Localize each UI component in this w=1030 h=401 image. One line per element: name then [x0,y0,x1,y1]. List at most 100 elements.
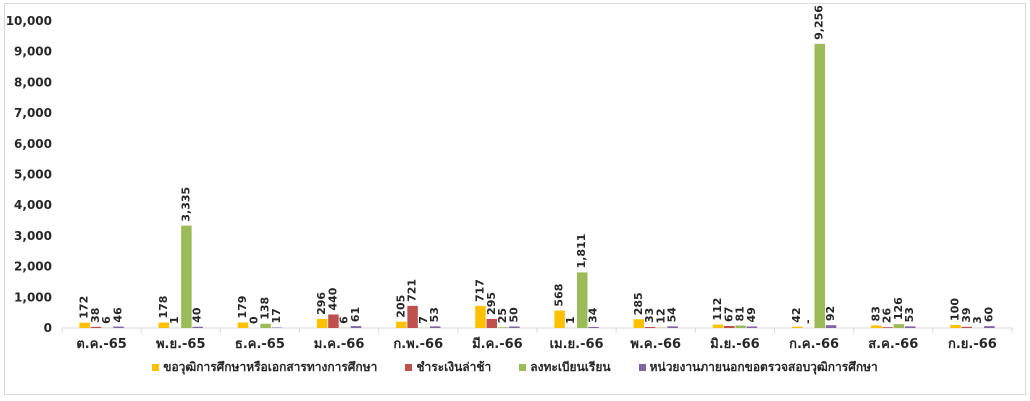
data-label: 50 [507,307,520,323]
chart-legend: ขอวุฒิการศึกษาหรือเอกสารทางการศึกษา ชำระเ… [0,358,1030,377]
data-label: 1 [564,316,577,324]
data-label: 81 [734,306,747,321]
data-label: 205 [394,295,407,318]
bar [893,324,905,328]
bar [407,305,418,328]
data-label: 83 [869,306,882,321]
x-tick-label: มี.ค.-66 [472,336,523,352]
legend-swatch [405,364,413,371]
bar [260,323,271,328]
data-label: 179 [236,296,249,319]
y-tick-label: 4,000 [14,198,52,212]
data-label: 46 [112,307,125,323]
data-label: 0 [247,316,260,324]
data-label: 40 [191,307,204,323]
x-tick-label: ม.ค.-66 [314,337,365,352]
y-tick-label: 9,000 [14,45,52,59]
legend-item: หน่วยงานภายนอกขอตรวจสอบวุฒิการศึกษา [638,358,878,377]
bar [497,327,509,328]
y-tick-label: 8,000 [14,75,52,89]
bar [667,326,678,328]
data-label: 7 [417,316,430,324]
legend-swatch [152,364,160,371]
bar [588,326,599,328]
bar [158,322,170,328]
data-label: 1 [168,316,181,324]
data-label: 6 [338,316,351,324]
x-tick-label: ก.ค.-66 [789,337,839,352]
x-tick-label: ก.ย.-66 [948,337,997,352]
data-label: 60 [982,307,995,323]
bar [984,326,995,328]
x-tick-label: เม.ย.-66 [550,337,604,352]
bar [882,327,893,328]
x-tick-label: มิ.ย.-66 [710,337,760,352]
bar [350,326,362,328]
legend-label: ขอวุฒิการศึกษาหรือเอกสารทางการศึกษา [163,360,378,374]
data-label: 285 [632,292,645,315]
bar [724,325,735,328]
y-tick-label: 0 [44,321,52,335]
data-label: 33 [643,308,656,323]
data-label: 34 [587,307,600,323]
x-tick-label: ก.พ.-66 [393,337,443,352]
legend-item: ชำระเงินล่าช้า [405,358,491,377]
data-label: 25 [496,308,509,323]
bar [486,318,498,328]
data-label: 568 [553,284,566,307]
data-label: 178 [157,296,170,319]
bar [712,324,724,328]
data-label: 3,335 [179,187,192,222]
data-label: 172 [78,296,91,319]
bar [181,225,192,328]
x-tick-label: พ.ย.-65 [156,337,206,352]
data-label: 12 [654,308,667,323]
legend-label: ลงทะเบียนเรียน [530,360,611,374]
legend-label: ชำระเงินล่าช้า [416,360,492,374]
bar [961,326,973,328]
bar [644,326,656,328]
y-tick-label: 5,000 [14,168,52,182]
y-tick-label: 6,000 [14,137,52,151]
bar [192,326,203,328]
data-label: 138 [259,297,272,320]
y-tick-label: 2,000 [14,260,52,274]
data-label: 61 [349,307,362,322]
bar [791,326,803,328]
data-label: 112 [711,298,724,321]
bar [904,326,916,328]
bar [509,326,520,328]
bar [814,43,825,329]
bar [429,326,441,328]
bar [746,326,758,328]
bar [576,272,588,328]
bar [271,327,283,328]
data-label: 295 [485,292,498,315]
chart-frame [4,3,1026,395]
bar [90,326,102,328]
legend-item: ขอวุฒิการศึกษาหรือเอกสารทางการศึกษา [152,358,377,377]
data-label: 126 [892,297,905,320]
data-label: 717 [473,279,486,302]
legend-swatch [638,364,646,371]
bar [633,319,645,328]
data-label: 49 [745,307,758,322]
data-label: 100 [948,298,961,321]
bar [328,314,339,328]
data-label: 67 [722,307,735,322]
data-label: 9,256 [813,5,826,40]
data-label: 17 [270,308,283,323]
data-label: 54 [666,307,679,323]
data-label: 92 [824,306,837,321]
y-tick-label: 1,000 [14,290,52,304]
data-label: 53 [428,307,441,322]
bar [475,305,486,328]
bar [871,325,882,328]
bar [735,325,746,328]
data-label: 26 [881,308,894,324]
x-tick-label: ธ.ค.-65 [235,337,285,352]
legend-swatch [519,364,527,371]
y-tick-label: 7,000 [14,106,52,120]
data-label: 3 [971,316,984,324]
